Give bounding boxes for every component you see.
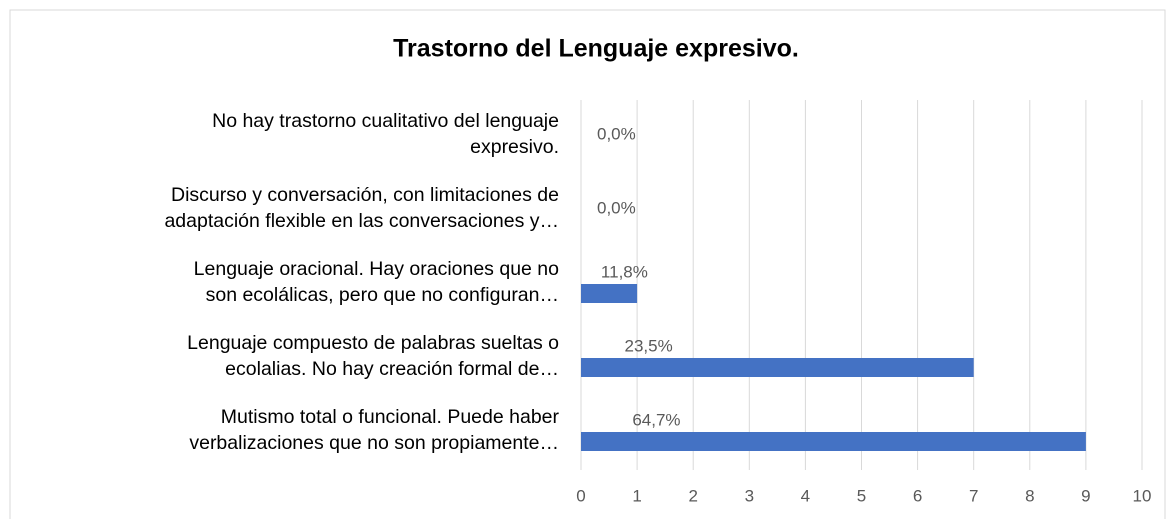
data-label: 64,7% [632, 410, 680, 429]
x-tick-label: 2 [688, 486, 697, 505]
y-tick-label: Lenguaje compuesto de palabras sueltas o [187, 332, 559, 354]
x-tick-label: 10 [1133, 486, 1152, 505]
y-tick-label: Lenguaje oracional. Hay oraciones que no [194, 258, 559, 280]
data-label: 0,0% [597, 198, 636, 217]
y-tick-label: Mutismo total o funcional. Puede haber [221, 406, 560, 428]
x-tick-label: 3 [745, 486, 754, 505]
x-tick-label: 6 [913, 486, 922, 505]
y-tick-label: son ecolálicas, pero que no configuran… [206, 284, 559, 306]
x-tick-label: 4 [801, 486, 810, 505]
bar [581, 432, 1086, 451]
chart-title: Trastorno del Lenguaje expresivo. [393, 35, 799, 63]
data-label: 0,0% [597, 124, 636, 143]
bar [581, 358, 974, 377]
data-label: 11,8% [601, 262, 648, 281]
x-tick-label: 5 [857, 486, 866, 505]
x-tick-label: 9 [1081, 486, 1090, 505]
x-tick-label: 7 [969, 486, 978, 505]
y-tick-label: ecolalias. No hay creación formal de… [225, 358, 559, 380]
y-tick-label: Discurso y conversación, con limitacione… [171, 184, 559, 206]
y-tick-label: expresivo. [470, 136, 559, 158]
y-tick-label: verbalizaciones que no son propiamente… [189, 432, 559, 454]
y-tick-label: No hay trastorno cualitativo del lenguaj… [212, 110, 559, 132]
x-tick-label: 8 [1025, 486, 1034, 505]
y-tick-label: adaptación flexible en las conversacione… [164, 210, 559, 232]
bar [581, 284, 638, 303]
x-tick-label: 0 [576, 486, 585, 505]
x-tick-label: 1 [632, 486, 641, 505]
data-label: 23,5% [624, 336, 672, 355]
